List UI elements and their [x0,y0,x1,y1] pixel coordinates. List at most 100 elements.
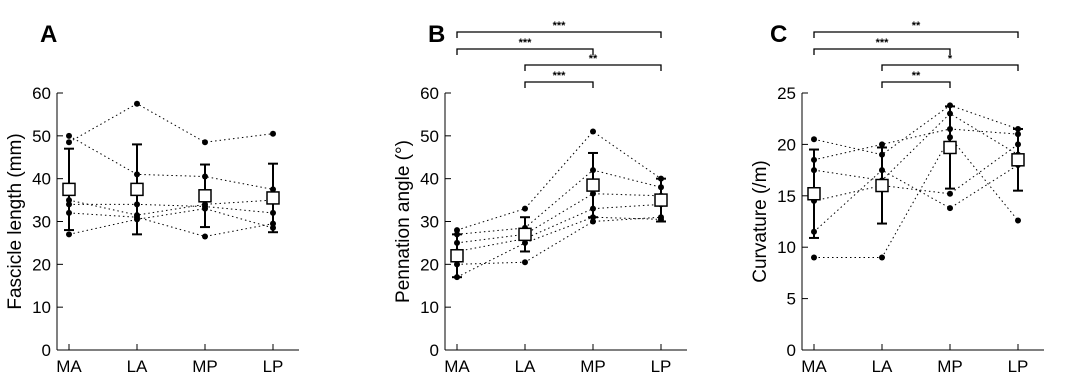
subject-point [590,218,596,225]
x-tick-label: MA [56,357,82,376]
subject-line [68,135,274,190]
subject-point [66,132,72,139]
y-axis-label: Fascicle length (mm) [5,133,26,309]
subject-point [66,139,72,146]
panel-letter: B [428,21,445,48]
significance-bracket [524,81,594,88]
mean-marker [62,182,76,197]
mean-marker [586,178,600,192]
x-tick-label: MP [192,357,218,376]
mean-marker [450,249,464,263]
y-tick-label: 30 [420,213,439,232]
subject-line [456,216,662,265]
mean-marker [518,227,532,242]
x-tick-label: LP [263,357,284,376]
subject-line [456,216,662,278]
significance-label: * [948,53,953,65]
subject-point [811,136,817,143]
mean-marker [198,189,212,203]
significance-label: *** [519,37,533,49]
panel-b: B 0 10 20 30 40 50 60 MA LA MP LP Pennation angle (°… [393,20,687,376]
significance-label: *** [876,37,890,49]
significance-bracket [881,64,1019,71]
subject-line [814,136,1019,258]
significance-bracket [881,81,951,88]
mean-marker [654,193,668,207]
subject-line [69,203,274,214]
panel-letter: C [770,21,787,48]
mean-marker [875,178,889,193]
significance-bracket [456,31,662,38]
y-tick-label: 20 [420,255,439,274]
subject-point [947,205,953,212]
mean-marker [943,140,957,155]
y-tick-label: 5 [787,290,796,309]
panel-letter: A [40,21,57,48]
subject-line [813,128,1019,161]
y-tick-label: 20 [32,255,51,274]
x-tick-label: LP [651,357,672,376]
significance-label: ** [912,20,921,32]
mean-marker [130,182,144,197]
subject-line [813,143,1019,202]
y-tick-label: 0 [42,341,51,360]
significance-bracket [813,31,1019,38]
x-tick-label: LA [872,357,893,376]
x-tick-label: MP [937,357,963,376]
subject-point [270,130,276,137]
x-tick-label: LA [127,357,148,376]
subject-line [456,169,662,235]
significance-label: ** [589,53,598,65]
subject-line [68,103,274,143]
subject-point [947,190,953,197]
subject-line [68,199,274,216]
subject-point [1015,217,1021,224]
subject-point [879,141,885,148]
subject-point [134,100,140,107]
significance-bracket [813,48,951,55]
subject-point [454,227,460,234]
y-tick-label: 40 [32,170,51,189]
subject-line [456,193,662,244]
y-tick-label: 20 [777,135,796,154]
significance-bracket [524,64,662,71]
subject-point [202,233,208,240]
y-tick-label: 0 [787,341,796,360]
y-tick-label: 15 [777,187,796,206]
mean-marker [266,191,280,205]
x-tick-label: MA [801,357,827,376]
y-tick-label: 30 [32,213,51,232]
x-tick-label: MA [444,357,470,376]
x-tick-label: LA [515,357,536,376]
significance-label: ** [912,70,921,82]
y-axis-label: Curvature (/m) [750,160,771,282]
significance-label: *** [553,70,567,82]
subject-line [68,208,274,235]
subject-point [811,254,817,261]
significance-bracket [456,48,594,55]
y-tick-label: 40 [420,170,439,189]
subject-line [813,164,1019,233]
subject-point [590,128,596,135]
subject-line [813,104,1019,156]
mean-marker [807,186,821,201]
subject-point [66,231,72,238]
y-tick-label: 10 [777,238,796,257]
subject-line [68,212,274,238]
subject-point [879,254,885,261]
subject-line [813,112,1019,181]
subject-line [456,130,662,231]
y-tick-label: 60 [420,84,439,103]
x-tick-label: MP [580,357,606,376]
y-tick-label: 25 [777,84,796,103]
y-axis-label: Pennation angle (°) [393,140,414,303]
mean-marker [1011,153,1025,167]
x-tick-label: LP [1008,357,1029,376]
subject-point [522,259,528,266]
y-tick-label: 10 [32,298,51,317]
y-tick-label: 0 [430,341,439,360]
y-tick-label: 50 [420,127,439,146]
y-tick-label: 50 [32,127,51,146]
